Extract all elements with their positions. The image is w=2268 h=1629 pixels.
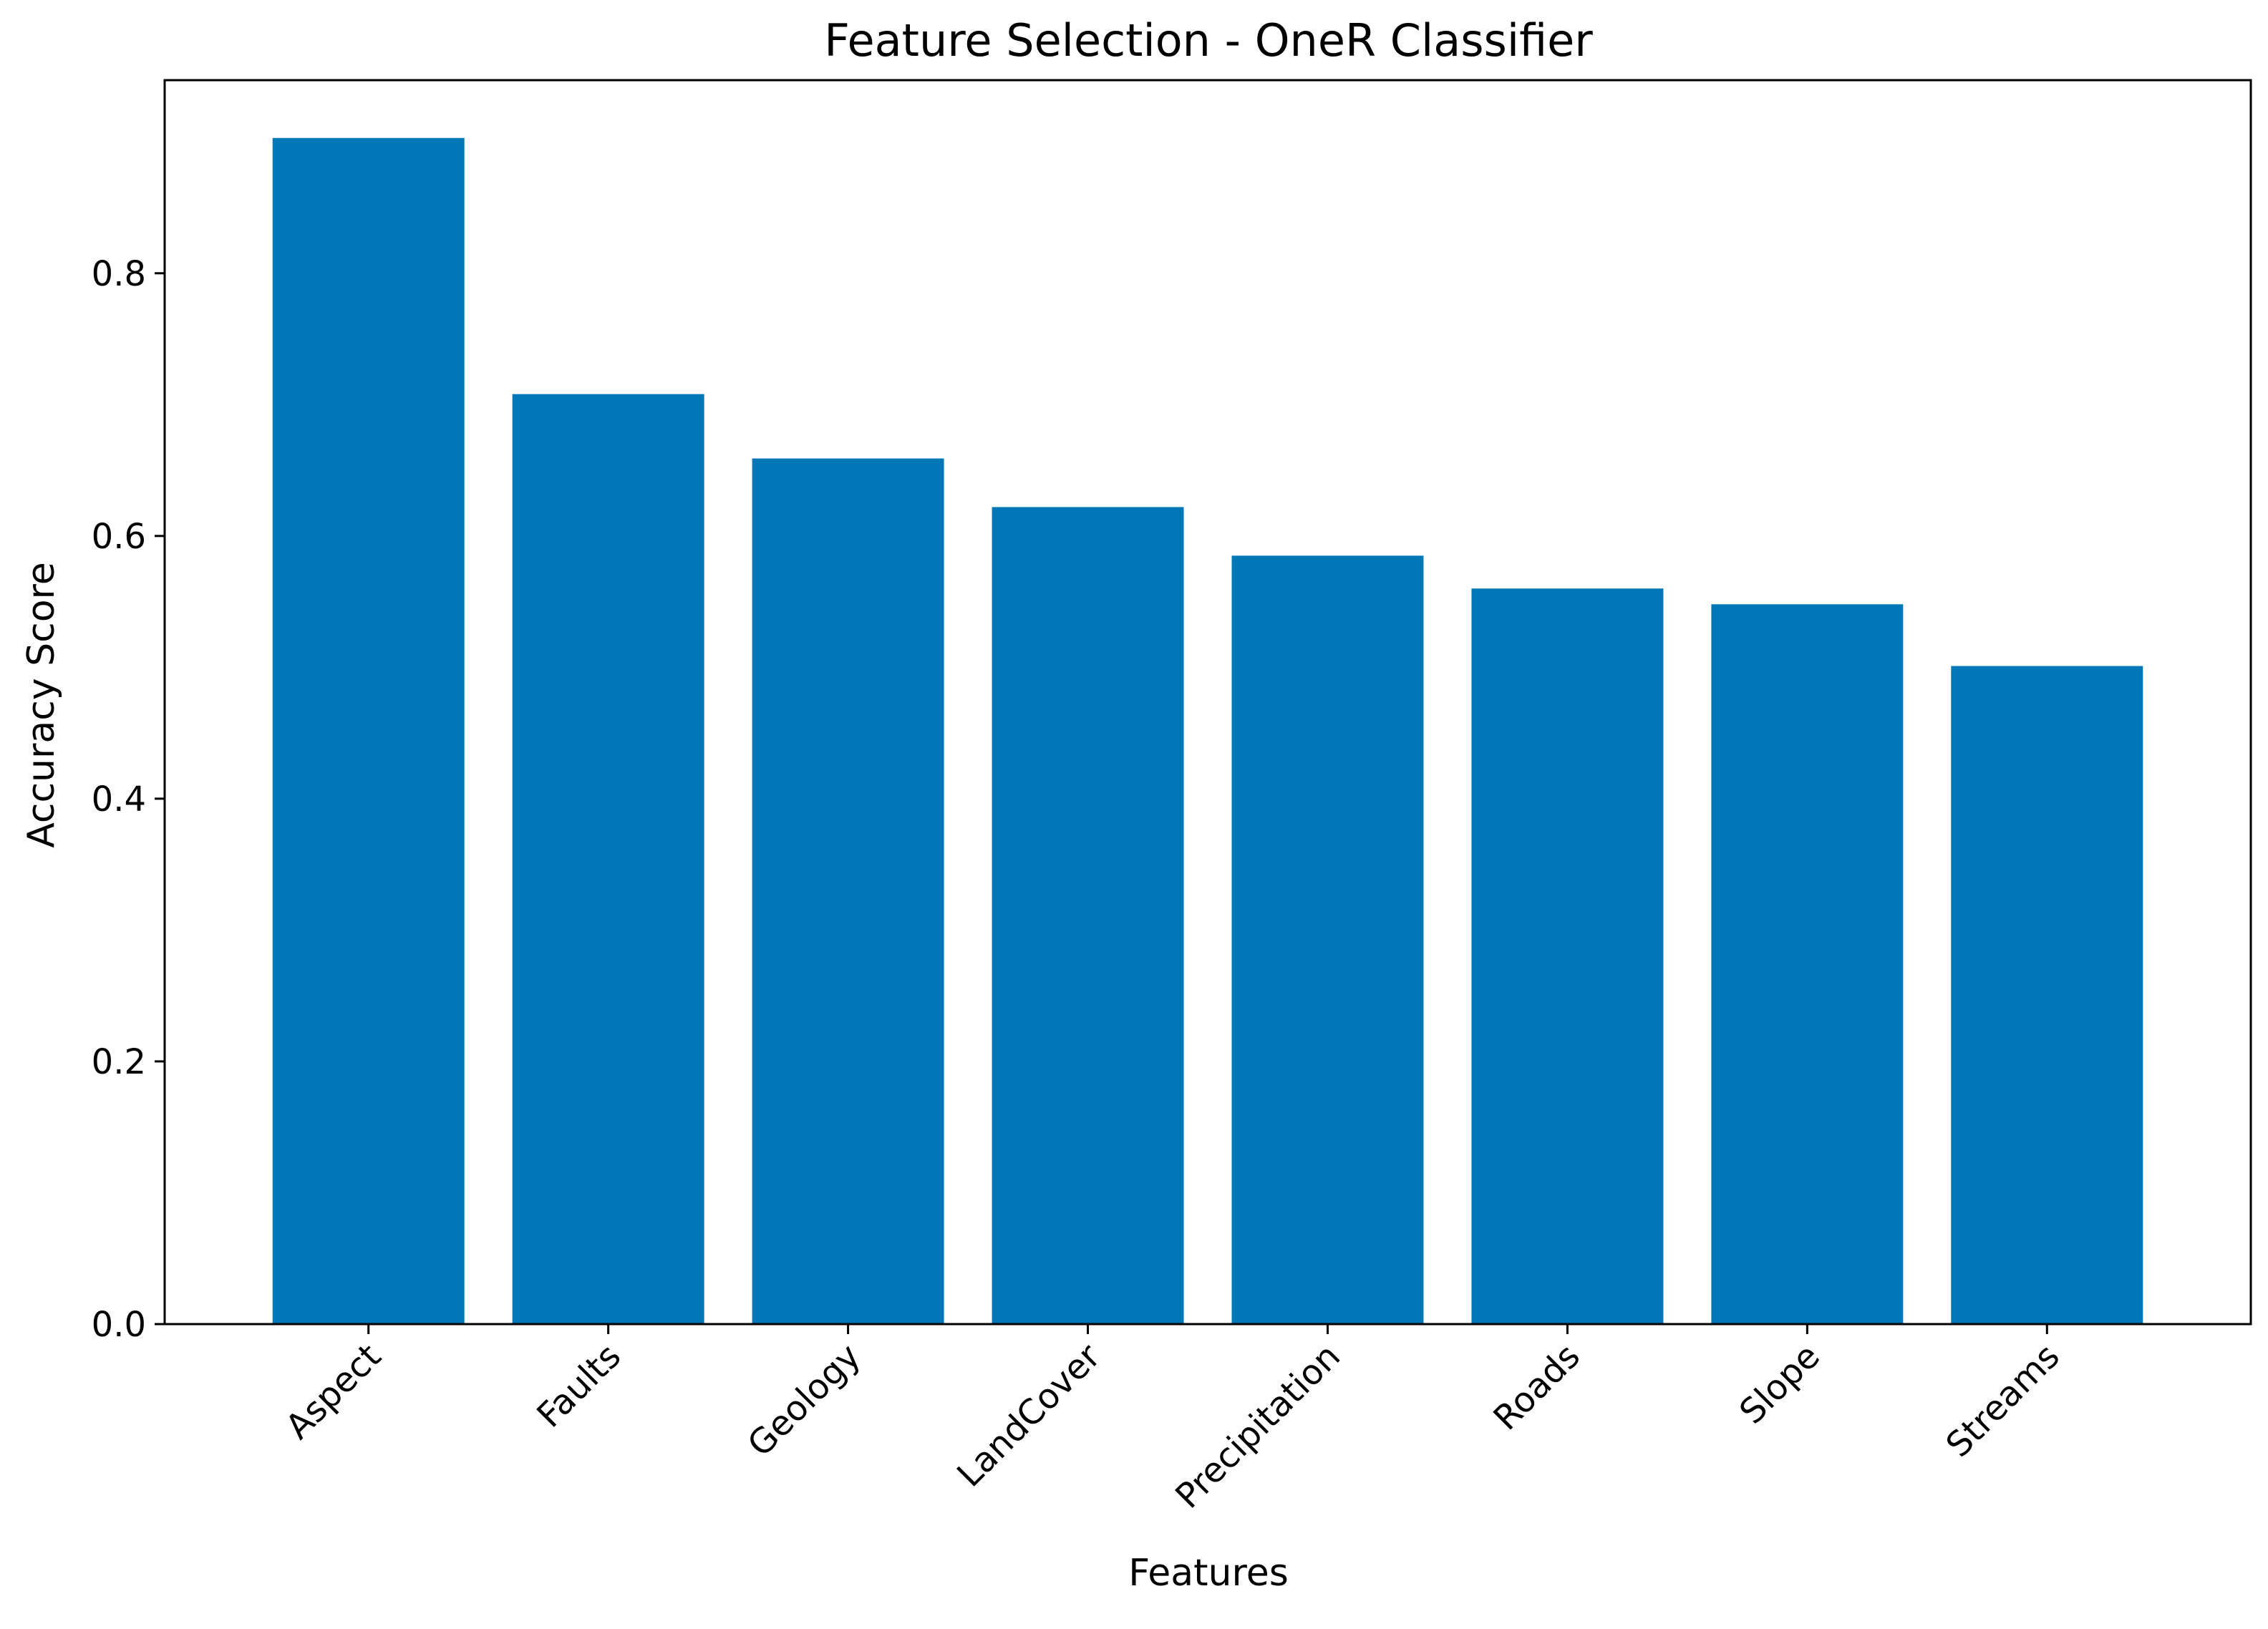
x-tick-label-faults: Faults [529,1336,629,1436]
bar-slope [1711,604,1904,1324]
x-tick-label-landcover: LandCover [949,1336,1108,1495]
bar-geology [752,458,944,1324]
y-tick-label: 0.0 [92,1305,146,1345]
x-tick-label-precipitation: Precipitation [1168,1336,1348,1517]
y-tick-label: 0.4 [92,779,146,820]
y-tick-label: 0.2 [92,1042,146,1082]
chart-title: Feature Selection - OneR Classifier [824,14,1593,67]
bar-streams [1951,666,2143,1324]
x-tick-label-geology: Geology [740,1336,868,1464]
x-tick-label-streams: Streams [1939,1336,2068,1465]
bar-aspect [272,137,465,1325]
y-tick-label: 0.6 [92,517,146,557]
bar-roads [1471,588,1664,1324]
y-axis-label: Accuracy Score [20,562,63,848]
bar-precipitation [1231,555,1424,1325]
x-axis-ticks: Aspect Faults Geology LandCover Precipitatio… [278,1324,2068,1517]
plot-frame [163,79,2252,1326]
x-tick-label-aspect: Aspect [278,1336,389,1447]
bar-faults [512,394,704,1324]
bar-landcover [992,507,1184,1324]
y-tick-label: 0.8 [92,254,146,294]
bars-layer [272,137,2143,1325]
x-tick-label-roads: Roads [1486,1336,1587,1438]
x-axis-label: Features [1128,1552,1289,1595]
x-tick-label-slope: Slope [1732,1336,1828,1432]
y-axis-ticks: 0.0 0.2 0.4 0.6 0.8 [92,254,165,1345]
